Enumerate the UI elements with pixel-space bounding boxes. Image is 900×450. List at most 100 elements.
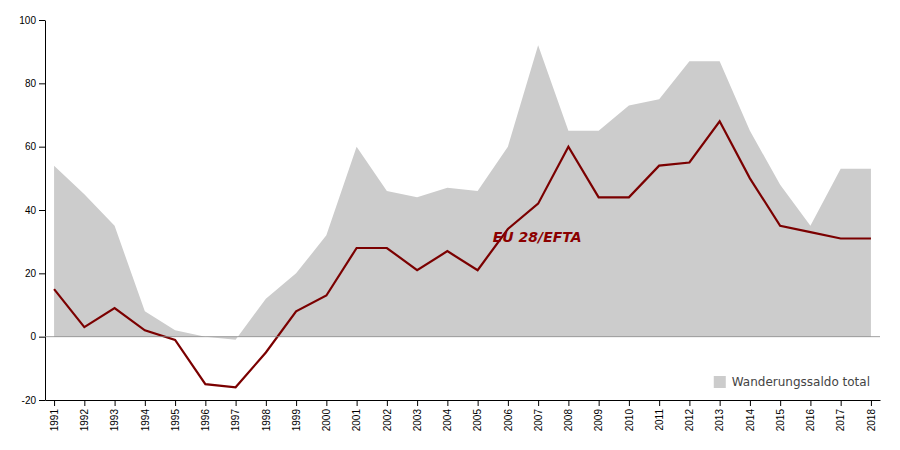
y-tick-label: 0 [30, 331, 36, 342]
x-tick: 2003 [412, 400, 423, 431]
x-tick-mark [750, 400, 751, 406]
x-tick: 2018 [866, 400, 877, 431]
x-tick-mark [629, 400, 630, 406]
x-tick: 2017 [835, 400, 846, 431]
y-tick: 40 [25, 205, 45, 216]
x-tick-label: 2004 [442, 409, 453, 432]
x-tick: 2004 [442, 400, 453, 431]
x-tick-label: 2009 [593, 409, 604, 432]
x-tick: 1995 [170, 400, 181, 431]
y-tick-label: 80 [25, 78, 37, 89]
y-tick-label: 40 [25, 205, 37, 216]
x-tick-label: 1994 [140, 409, 151, 432]
x-tick-label: 1995 [170, 409, 181, 432]
x-tick: 2001 [351, 400, 362, 431]
y-tick-mark [39, 147, 45, 148]
x-tick-label: 1998 [261, 409, 272, 432]
x-tick-label: 2012 [684, 409, 695, 432]
x-tick: 1991 [49, 400, 60, 431]
y-tick: 80 [25, 78, 45, 89]
x-tick-label: 2000 [321, 409, 332, 432]
y-tick-label: -20 [22, 395, 37, 406]
x-tick-mark [568, 400, 569, 406]
x-axis: 1991 1992 1993 1994 1995 1996 1997 1998 1999 2000… [46, 400, 881, 431]
annotation: EU 28/EFTA [493, 229, 582, 245]
y-axis-line [45, 21, 46, 401]
x-tick-mark [115, 400, 116, 406]
x-axis-line [46, 400, 881, 401]
x-tick-label: 2002 [382, 409, 393, 432]
x-tick: 2013 [714, 400, 725, 431]
x-tick-mark [720, 400, 721, 406]
y-tick-label: 100 [19, 15, 36, 26]
x-tick: 2008 [563, 400, 574, 431]
plot: 1991 1992 1993 1994 1995 1996 1997 1998 1999 2000… [19, 15, 880, 432]
y-tick-mark [39, 20, 45, 21]
x-tick-mark [841, 400, 842, 406]
x-tick-mark [296, 400, 297, 406]
x-tick-mark [689, 400, 690, 406]
x-tick-label: 2006 [503, 409, 514, 432]
x-tick: 1996 [200, 400, 211, 431]
marks [45, 45, 880, 387]
y-tick-mark [39, 337, 45, 338]
legend-swatch [714, 376, 726, 388]
legend: Wanderungssaldo total [714, 375, 870, 389]
y-tick: -20 [22, 395, 45, 406]
y-tick-label: 60 [25, 141, 37, 152]
x-tick: 1998 [261, 400, 272, 431]
y-tick-mark [39, 273, 45, 274]
x-tick: 1993 [109, 400, 120, 431]
x-tick-mark [417, 400, 418, 406]
area [54, 45, 871, 340]
x-tick-mark [175, 400, 176, 406]
y-tick: 0 [30, 331, 45, 342]
x-tick-mark [387, 400, 388, 406]
zero-line [45, 336, 880, 337]
x-tick-label: 2011 [654, 409, 665, 431]
x-tick-label: 2018 [866, 409, 877, 432]
y-axis: -20 0 20 40 60 80 100 [19, 15, 45, 406]
y-tick-mark [39, 83, 45, 84]
x-tick-label: 2013 [714, 409, 725, 432]
y-tick-mark [39, 210, 45, 211]
y-tick: 100 [19, 15, 45, 26]
x-tick-label: 2015 [775, 409, 786, 432]
y-tick-mark [39, 400, 45, 401]
chart: 1991 1992 1993 1994 1995 1996 1997 1998 1999 2000… [0, 0, 900, 450]
x-tick-mark [266, 400, 267, 406]
x-tick: 2014 [745, 400, 756, 431]
x-tick-label: 2014 [745, 409, 756, 432]
x-tick-label: 2008 [563, 409, 574, 432]
x-tick-mark [538, 400, 539, 406]
x-tick: 2007 [533, 400, 544, 431]
x-tick-mark [478, 400, 479, 406]
x-tick: 2016 [805, 400, 816, 431]
y-tick: 20 [25, 268, 45, 279]
x-tick: 1992 [79, 400, 90, 431]
x-tick-mark [447, 400, 448, 406]
x-tick: 2015 [775, 400, 786, 431]
x-tick-mark [780, 400, 781, 406]
x-tick-mark [205, 400, 206, 406]
x-tick: 1997 [230, 400, 241, 431]
x-tick-label: 2001 [351, 409, 362, 432]
y-tick: 60 [25, 141, 45, 152]
x-tick: 1999 [291, 400, 302, 431]
x-tick: 2005 [472, 400, 483, 431]
x-tick-label: 1993 [109, 409, 120, 432]
x-tick-mark [508, 400, 509, 406]
x-tick-label: 2016 [805, 409, 816, 432]
x-tick: 2000 [321, 400, 332, 431]
x-tick-label: 2007 [533, 409, 544, 432]
x-tick: 2011 [654, 400, 665, 431]
x-tick-mark [54, 400, 55, 406]
legend-label: Wanderungssaldo total [732, 375, 870, 389]
x-tick-mark [659, 400, 660, 406]
x-tick: 2002 [382, 400, 393, 431]
legend-item: Wanderungssaldo total [714, 375, 870, 389]
x-tick-label: 2003 [412, 409, 423, 432]
x-tick: 2010 [624, 400, 635, 431]
x-tick: 1994 [140, 400, 151, 431]
x-tick-label: 2005 [472, 409, 483, 432]
